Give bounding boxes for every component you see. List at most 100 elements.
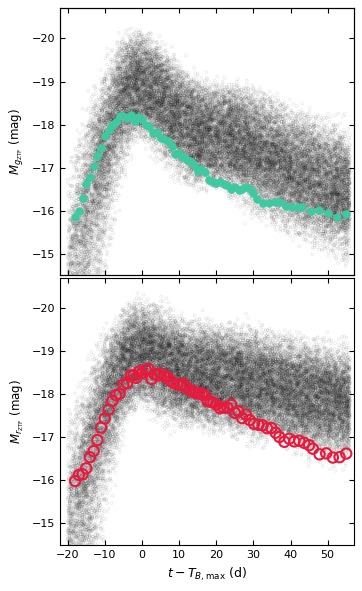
Point (77, 553, 83, 562)
Point (199, 95, 205, 105)
Point (209, 394, 215, 404)
Point (347, 396, 353, 405)
Point (180, 337, 185, 346)
Point (279, 380, 285, 389)
Point (232, 118, 238, 127)
Point (302, 178, 308, 187)
Point (300, 204, 306, 214)
Point (163, 361, 169, 371)
Point (339, 176, 345, 185)
Point (286, 410, 292, 420)
Point (312, 169, 318, 178)
Point (177, 131, 182, 140)
Point (202, 410, 207, 420)
Point (96, 190, 102, 200)
Point (329, 419, 334, 428)
Point (320, 371, 325, 381)
Point (217, 411, 223, 420)
Point (192, 116, 198, 126)
Point (129, 55, 134, 64)
Point (90, 478, 96, 487)
Point (197, 151, 203, 161)
Point (286, 407, 291, 416)
Point (315, 151, 321, 161)
Point (133, 332, 139, 342)
Point (101, 130, 107, 139)
Point (161, 110, 167, 119)
Point (248, 139, 254, 149)
Point (138, 100, 144, 110)
Point (184, 395, 190, 405)
Point (237, 385, 243, 394)
Point (259, 418, 265, 427)
Point (107, 361, 113, 370)
Point (270, 113, 276, 123)
Point (320, 156, 325, 165)
Point (154, 398, 160, 408)
Point (130, 84, 135, 93)
Point (227, 387, 233, 397)
Point (314, 439, 320, 449)
Point (229, 420, 235, 430)
Point (129, 80, 135, 89)
Point (132, 319, 138, 328)
Point (330, 374, 336, 383)
Point (324, 184, 330, 193)
Point (241, 181, 247, 191)
Point (225, 128, 231, 138)
Point (119, 344, 125, 353)
Point (284, 151, 290, 160)
Point (323, 209, 329, 218)
Point (187, 100, 193, 109)
Point (155, 72, 160, 82)
Point (268, 194, 273, 204)
Point (268, 169, 273, 178)
Point (216, 394, 222, 403)
Point (216, 161, 222, 170)
Point (94, 123, 100, 132)
Point (312, 382, 318, 392)
Point (75, 473, 80, 482)
Point (142, 40, 147, 49)
Point (212, 127, 218, 137)
Point (315, 184, 321, 193)
Point (156, 352, 161, 361)
Point (176, 109, 182, 118)
Point (193, 126, 198, 136)
Point (149, 88, 155, 98)
Point (205, 160, 211, 170)
Point (193, 136, 198, 145)
Point (259, 398, 265, 408)
Point (164, 112, 170, 122)
Point (262, 356, 268, 365)
Point (227, 87, 232, 97)
Point (73, 207, 79, 217)
Point (320, 190, 325, 200)
Point (231, 374, 236, 383)
Point (138, 353, 143, 362)
Point (111, 112, 117, 121)
Point (152, 364, 158, 374)
Point (186, 340, 192, 350)
Point (79, 455, 85, 465)
Point (193, 352, 198, 361)
Point (253, 359, 259, 369)
Point (187, 87, 193, 96)
Point (261, 361, 267, 370)
Point (197, 99, 203, 108)
Point (345, 391, 351, 401)
Point (286, 123, 292, 132)
Point (159, 331, 165, 340)
Point (342, 442, 348, 452)
Point (281, 417, 286, 426)
Point (173, 85, 179, 95)
Point (233, 140, 239, 150)
Point (174, 93, 180, 103)
Point (149, 104, 155, 113)
Point (330, 411, 336, 421)
Point (132, 356, 138, 365)
Point (157, 373, 163, 382)
Point (201, 128, 207, 137)
Point (193, 400, 198, 409)
Point (222, 400, 228, 409)
